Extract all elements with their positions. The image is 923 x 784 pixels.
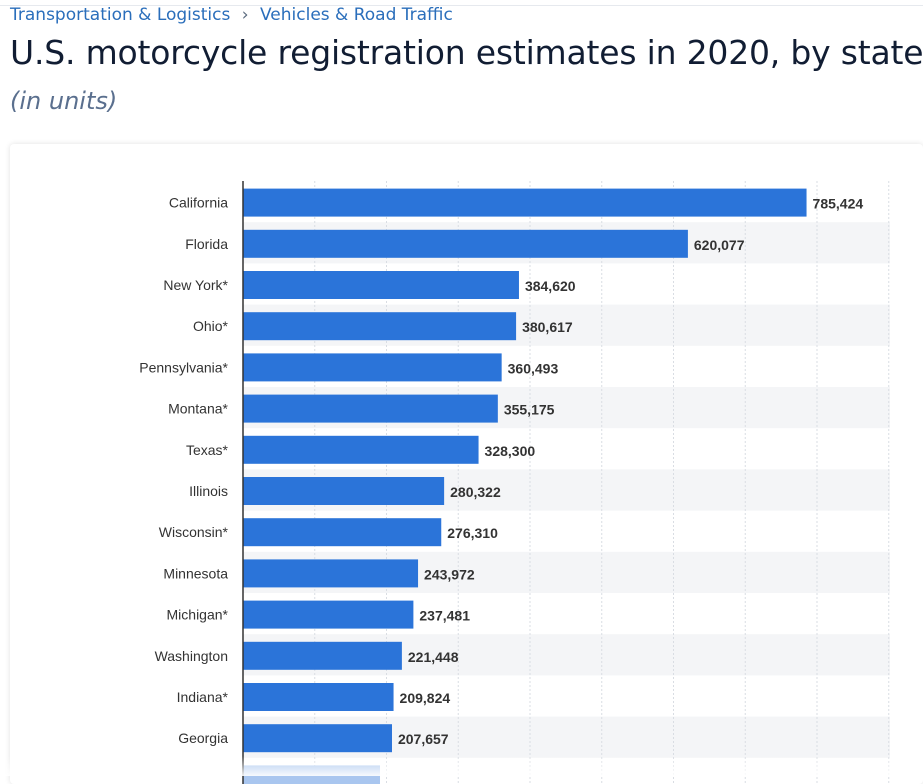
category-label: Michigan* — [167, 607, 229, 623]
category-label: Illinois — [189, 483, 228, 499]
value-label: 221,448 — [408, 649, 459, 665]
bar — [243, 518, 441, 546]
category-label: Wisconsin* — [159, 524, 229, 540]
page-subtitle: (in units) — [10, 87, 117, 115]
bar — [243, 724, 392, 752]
bar — [243, 230, 688, 258]
category-label: Washington — [155, 648, 228, 664]
value-label: 237,481 — [419, 608, 470, 624]
page-title: U.S. motorcycle registration estimates i… — [10, 33, 923, 72]
bar — [243, 683, 394, 711]
value-label: 620,077 — [694, 237, 745, 253]
category-label: Texas* — [186, 442, 229, 458]
bar — [243, 189, 807, 217]
value-label: 276,310 — [447, 525, 498, 541]
category-label: Ohio* — [193, 318, 229, 334]
breadcrumb: Transportation & Logistics › Vehicles & … — [10, 5, 453, 25]
value-label: 243,972 — [424, 566, 475, 582]
value-label: 355,175 — [504, 402, 555, 418]
chart-card: California 785,424 Florida 620,077 New York*… — [10, 144, 923, 784]
bar-partial — [243, 765, 380, 784]
bar — [243, 395, 498, 423]
bar — [243, 642, 402, 670]
bar-chart: California 785,424 Florida 620,077 New York*… — [10, 144, 923, 784]
category-label: New York* — [163, 277, 228, 293]
breadcrumb-separator-icon: › — [242, 5, 249, 25]
bar — [243, 477, 444, 505]
value-label: 384,620 — [525, 278, 576, 294]
bar — [243, 353, 502, 381]
value-label: 380,617 — [522, 319, 573, 335]
category-label: Minnesota — [163, 565, 228, 581]
breadcrumb-link-transportation[interactable]: Transportation & Logistics — [10, 5, 230, 25]
value-label: 209,824 — [400, 690, 451, 706]
category-label: Montana* — [168, 401, 228, 417]
value-label: 207,657 — [398, 731, 449, 747]
value-label: 785,424 — [813, 196, 864, 212]
category-label: California — [169, 195, 228, 211]
value-label: 360,493 — [508, 360, 559, 376]
bar — [243, 271, 519, 299]
bar — [243, 601, 413, 629]
bar — [243, 559, 418, 587]
value-label: 328,300 — [485, 443, 536, 459]
category-label: Georgia — [178, 730, 228, 746]
breadcrumb-link-vehicles[interactable]: Vehicles & Road Traffic — [260, 5, 453, 25]
bar — [243, 312, 516, 340]
category-label: Indiana* — [177, 689, 229, 705]
bar — [243, 436, 479, 464]
value-label: 280,322 — [450, 484, 501, 500]
category-label: Florida — [185, 236, 228, 252]
category-label: Pennsylvania* — [139, 359, 228, 375]
